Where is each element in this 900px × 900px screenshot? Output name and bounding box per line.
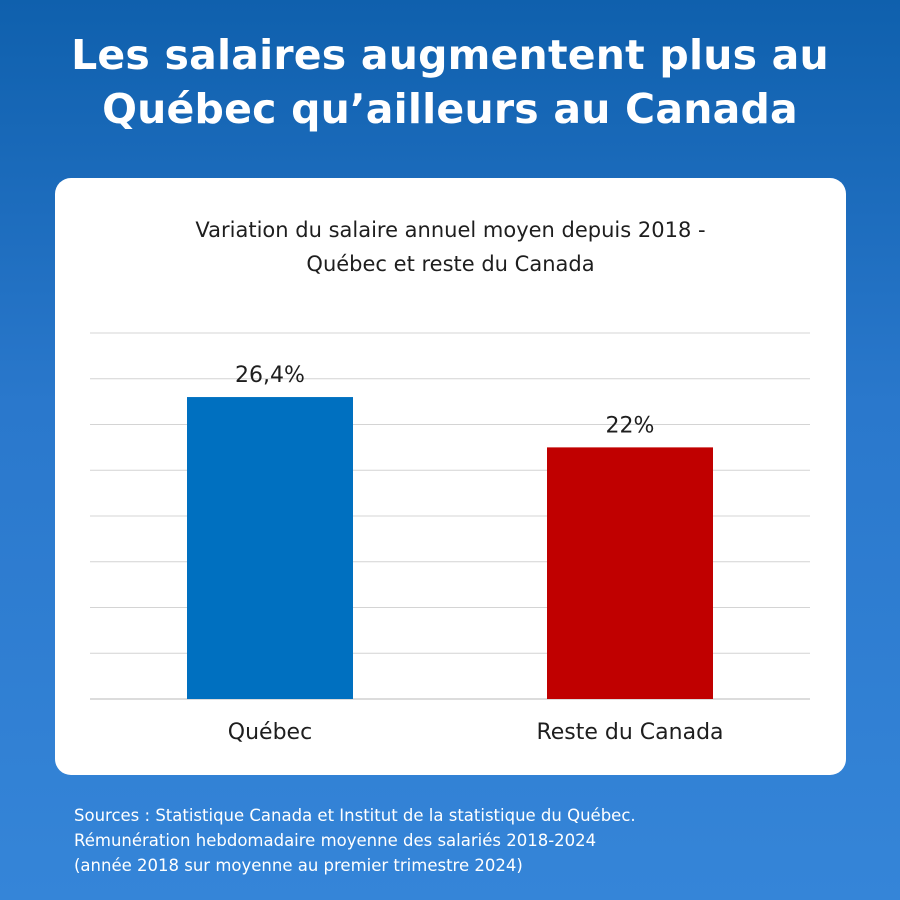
sources-line-3: (année 2018 sur moyenne au premier trime… [74, 856, 523, 875]
data-label-2: 22% [606, 413, 655, 438]
bar-chart: 26,4% Québec 22% Reste du Canada [90, 332, 810, 745]
category-label-1: Québec [228, 720, 312, 745]
page-headline: Les salaires augmentent plus au Québec q… [0, 28, 900, 136]
chart-title: Variation du salaire annuel moyen depuis… [55, 213, 846, 281]
sources-note: Sources : Statistique Canada et Institut… [74, 803, 874, 878]
headline-line-2: Québec qu’ailleurs au Canada [102, 85, 798, 133]
headline-line-1: Les salaires augmentent plus au [71, 31, 829, 79]
bar-1 [187, 397, 353, 699]
chart-title-line-2: Québec et reste du Canada [306, 252, 595, 276]
sources-line-1: Sources : Statistique Canada et Institut… [74, 806, 636, 825]
chart-title-line-1: Variation du salaire annuel moyen depuis… [195, 218, 706, 242]
category-label-2: Reste du Canada [536, 720, 723, 745]
chart-card: Variation du salaire annuel moyen depuis… [55, 178, 846, 775]
data-label-1: 26,4% [235, 363, 305, 388]
bar-2 [547, 447, 713, 699]
sources-line-2: Rémunération hebdomadaire moyenne des sa… [74, 831, 597, 850]
